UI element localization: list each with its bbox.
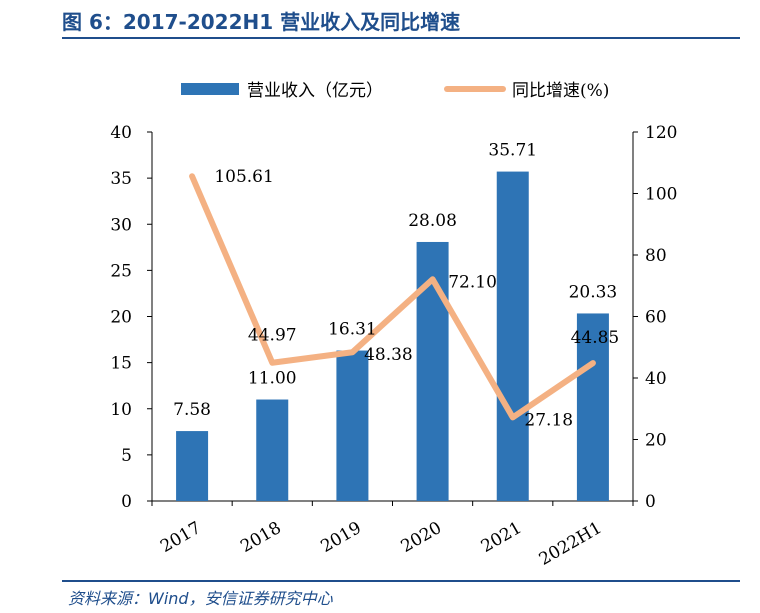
legend-label-growth: 同比增速(%) (512, 81, 609, 101)
bar-data-label: 7.58 (173, 400, 211, 420)
y-left-tick-label: 30 (110, 215, 132, 235)
y-left-tick-label: 15 (110, 354, 132, 374)
x-tick-label: 2021 (478, 518, 525, 557)
bar-revenue (256, 399, 289, 501)
chart-canvas: 0 5 10 15 20 25 30 35 40 0 20 40 60 80 100 120 2017 2018 2… (110, 81, 677, 570)
y-right-tick-label: 40 (645, 369, 667, 389)
y-left-tick-label: 0 (121, 492, 132, 512)
y-left-tick-label: 40 (110, 123, 132, 143)
y-right-tick-label: 80 (645, 246, 667, 266)
bar-data-label: 16.31 (328, 320, 377, 340)
line-data-label: 44.97 (248, 326, 297, 346)
x-tick-label: 2022H1 (536, 518, 606, 570)
x-tick-label: 2017 (157, 518, 204, 557)
bar-revenue (576, 313, 609, 501)
line-data-label: 105.61 (214, 167, 273, 187)
source-note: 资料来源：Wind，安信证券研究中心 (68, 589, 333, 608)
line-data-label: 72.10 (448, 272, 497, 292)
y-left-tick-label: 35 (110, 169, 132, 189)
y-left-tick-label: 10 (110, 400, 132, 420)
line-data-label: 48.38 (364, 345, 413, 365)
bar-data-label: 11.00 (248, 369, 297, 389)
line-data-label: 44.85 (571, 328, 620, 348)
line-growth (189, 173, 596, 421)
line-data-label: 27.18 (524, 410, 573, 430)
title-divider (62, 37, 740, 39)
legend-label-revenue: 营业收入（亿元） (247, 81, 383, 101)
x-tick-label: 2020 (398, 518, 445, 557)
y-right-tick-label: 120 (645, 123, 677, 143)
footer-divider (62, 580, 740, 582)
bar-revenue (176, 431, 209, 501)
bar-revenue (496, 171, 529, 501)
chart-title: 图 6：2017-2022H1 营业收入及同比增速 (62, 10, 461, 34)
y-right-tick-label: 100 (645, 185, 677, 205)
bar-data-label: 35.71 (488, 141, 537, 161)
y-right-tick-label: 60 (645, 308, 667, 328)
y-right-tick-label: 20 (645, 431, 667, 451)
y-right-tick-label: 0 (645, 492, 656, 512)
bar-data-label: 28.08 (408, 211, 457, 231)
y-left-tick-label: 20 (110, 308, 132, 328)
legend-swatch-revenue (181, 83, 239, 95)
y-left-tick-label: 25 (110, 261, 132, 281)
x-tick-label: 2018 (237, 518, 284, 557)
bar-revenue (336, 350, 369, 501)
y-left-tick-label: 5 (121, 446, 132, 466)
x-tick-label: 2019 (317, 518, 364, 557)
bar-data-label: 20.33 (569, 282, 618, 302)
